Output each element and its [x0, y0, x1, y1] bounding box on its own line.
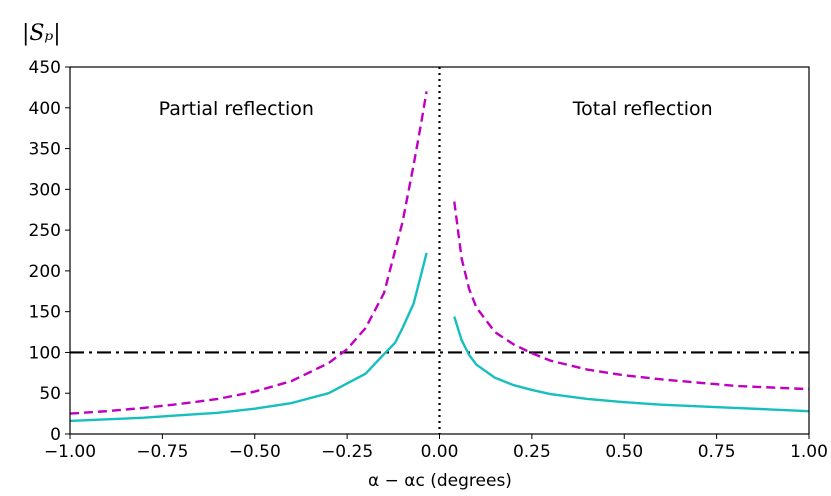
x-tick-label: −0.25	[321, 442, 373, 462]
y-tick-label: 450	[29, 58, 61, 78]
series-layer	[69, 91, 810, 423]
annotation-label: Total reflection	[572, 98, 713, 120]
x-tick-label: 0.75	[698, 442, 736, 462]
y-tick-label: 350	[29, 140, 61, 160]
y-tick-label: 0	[50, 425, 61, 445]
y-tick-label: 50	[39, 384, 61, 404]
annotations-layer: Partial reflection Total reflection	[159, 98, 713, 120]
x-tick-label: 0.50	[605, 442, 643, 462]
reference-lines-layer	[70, 67, 809, 434]
x-tick-label: 1.00	[790, 442, 828, 462]
y-axis-label-group: |Sₚ|	[22, 21, 61, 46]
y-tick-label: 300	[29, 180, 61, 200]
series-line-cyan-right	[453, 316, 810, 413]
x-axis-label: α − αc (degrees)	[368, 471, 512, 491]
series-line-magenta-left	[69, 91, 428, 415]
series-line-magenta-right	[453, 201, 810, 391]
y-tick-label: 200	[29, 262, 61, 282]
y-tick-label: 150	[29, 303, 61, 323]
x-tick-label: −0.50	[229, 442, 281, 462]
y-tick-label: 250	[29, 221, 61, 241]
y-tick-label: 100	[29, 343, 61, 363]
annotation-label: Partial reflection	[159, 98, 314, 120]
x-tick-label: −0.75	[136, 442, 188, 462]
y-axis-label: |Sₚ|	[22, 21, 61, 46]
plot-frame	[69, 66, 810, 435]
series-line-cyan-left	[69, 252, 428, 423]
x-tick-label: 0.00	[421, 442, 459, 462]
x-tick-label: −1.00	[44, 442, 96, 462]
x-tick-label: 0.25	[513, 442, 551, 462]
ticks-layer: −1.00 −0.75 −0.50 −0.25 0.00 0.25 0.50 0.75 1.00…	[29, 58, 828, 462]
y-tick-label: 400	[29, 99, 61, 119]
